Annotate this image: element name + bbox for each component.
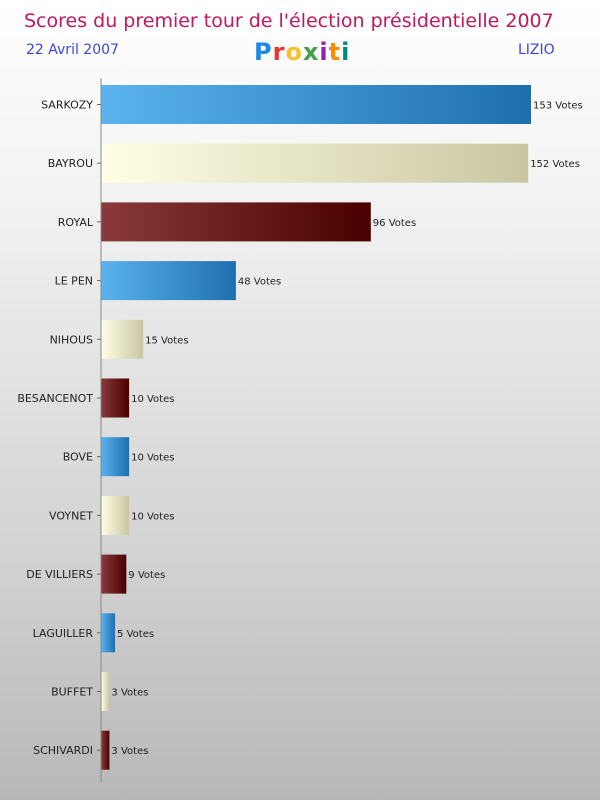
bar-buffet[interactable] <box>101 672 110 711</box>
value-label: 153 Votes <box>533 101 583 112</box>
bar-bayrou[interactable] <box>101 143 529 183</box>
chart-title: Scores du premier tour de l'élection pré… <box>24 10 554 32</box>
date-label: 22 Avril 2007 <box>26 42 119 58</box>
category-label: BOVE <box>63 451 93 464</box>
value-label: 15 Votes <box>145 335 188 346</box>
category-label: VOYNET <box>49 509 93 522</box>
value-label: 48 Votes <box>238 277 281 288</box>
bar-schivardi[interactable] <box>101 730 110 770</box>
logo-letter: o <box>285 38 303 66</box>
logo-letter: t <box>328 38 342 66</box>
bar-besancenot[interactable] <box>101 378 130 418</box>
value-label: 3 Votes <box>111 688 148 699</box>
category-label: BAYROU <box>48 157 93 170</box>
logo-letter: i <box>341 38 351 66</box>
category-label: SARKOZY <box>41 99 93 112</box>
category-label: SCHIVARDI <box>33 744 93 757</box>
proxiti-logo[interactable]: Proxiti <box>254 38 350 66</box>
value-label: 10 Votes <box>131 511 174 522</box>
category-label: NIHOUS <box>50 333 93 346</box>
bar-voynet[interactable] <box>101 495 130 535</box>
location-label: LIZIO <box>518 42 555 58</box>
value-label: 9 Votes <box>128 570 165 581</box>
value-label: 10 Votes <box>131 394 174 405</box>
bar-nihous[interactable] <box>101 319 144 359</box>
category-label: ROYAL <box>58 216 94 229</box>
value-label: 152 Votes <box>530 159 580 170</box>
logo-letter: r <box>272 38 286 66</box>
category-label: BESANCENOT <box>17 392 93 405</box>
value-label: 3 Votes <box>111 746 148 757</box>
category-label: DE VILLIERS <box>26 568 93 581</box>
category-label: BUFFET <box>51 686 93 699</box>
bar-sarkozy[interactable] <box>101 85 531 124</box>
bar-royal[interactable] <box>101 202 371 242</box>
bar-laguiller[interactable] <box>101 613 116 653</box>
bar-de-villiers[interactable] <box>101 554 127 594</box>
logo-letter: P <box>254 38 273 66</box>
bar-le-pen[interactable] <box>101 261 236 301</box>
value-label: 96 Votes <box>373 218 416 229</box>
bar-bove[interactable] <box>101 437 130 477</box>
category-label: LE PEN <box>55 275 93 288</box>
logo-letter: i <box>319 38 329 66</box>
value-label: 5 Votes <box>117 629 154 640</box>
value-label: 10 Votes <box>131 453 174 464</box>
logo-letter: x <box>302 38 320 66</box>
category-label: LAGUILLER <box>33 627 94 640</box>
